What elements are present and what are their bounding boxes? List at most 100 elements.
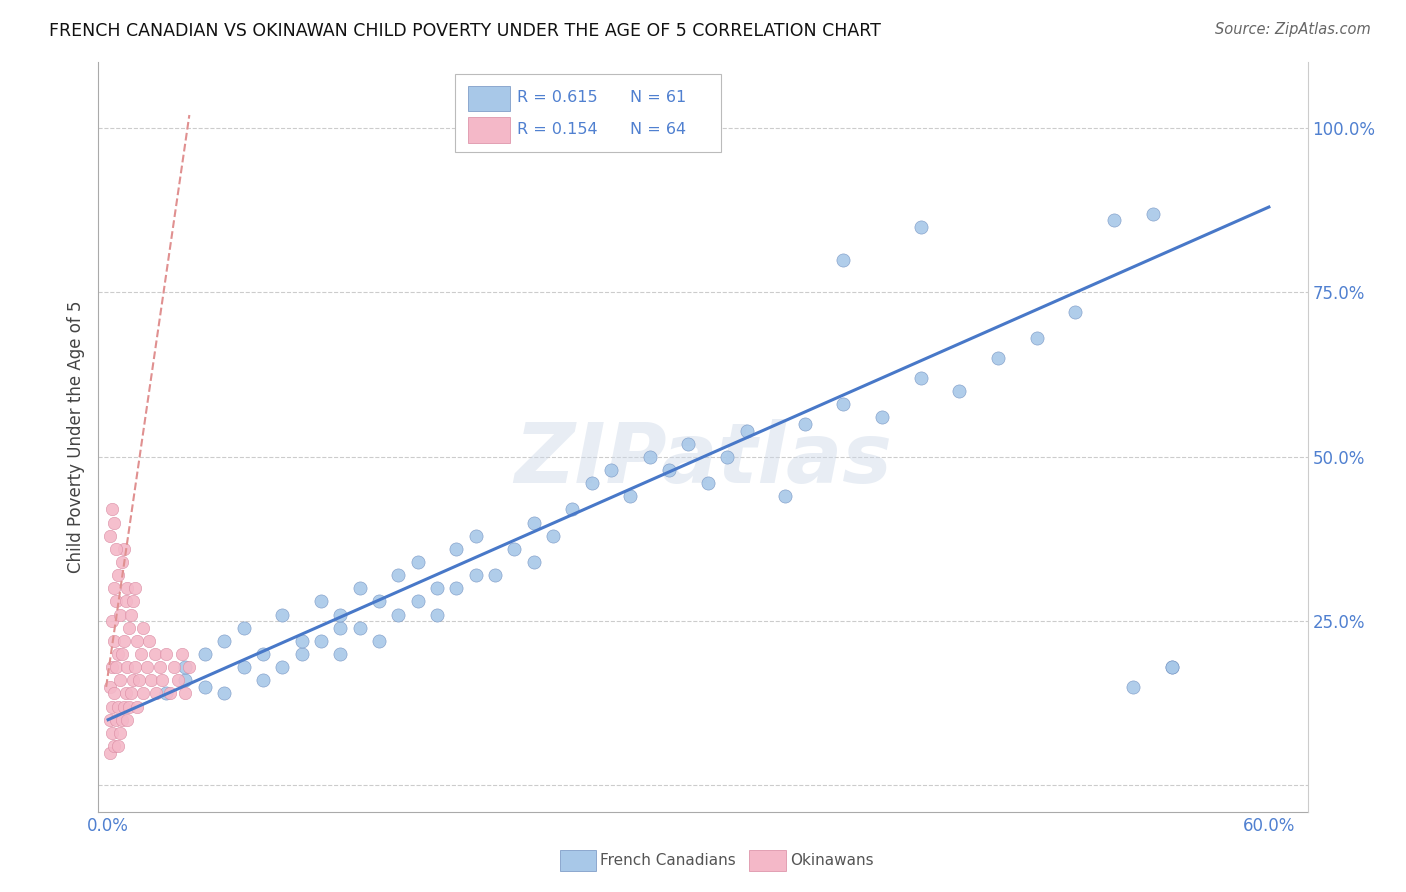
Text: Okinawans: Okinawans [790,854,873,868]
Point [122,673,145,688]
Point [1064,305,1087,319]
Point [910,371,932,385]
Point [252,647,274,661]
Point [561,502,583,516]
FancyBboxPatch shape [468,117,509,143]
Point [159,686,181,700]
Point [619,489,641,503]
FancyBboxPatch shape [456,74,721,153]
Point [150,673,173,688]
Point [101,726,124,740]
Text: Source: ZipAtlas.com: Source: ZipAtlas.com [1215,22,1371,37]
Point [124,660,146,674]
Point [111,713,134,727]
Point [773,489,796,503]
Text: ZIPatlas: ZIPatlas [515,419,891,500]
Point [163,660,186,674]
Point [122,594,145,608]
Point [101,660,124,674]
Point [127,699,149,714]
Point [107,739,129,753]
Point [127,633,149,648]
Point [426,581,449,595]
Point [107,647,129,661]
Point [112,633,135,648]
Point [166,673,188,688]
Text: R = 0.615: R = 0.615 [517,90,598,105]
Point [145,686,167,700]
Point [108,673,131,688]
Point [987,351,1010,366]
Point [349,621,371,635]
Point [446,581,468,595]
Point [541,529,564,543]
Point [114,594,136,608]
Point [194,647,217,661]
Point [174,686,197,700]
Point [114,686,136,700]
Point [132,621,155,635]
Point [406,555,429,569]
Point [107,699,129,714]
Point [112,699,135,714]
Point [581,476,603,491]
Point [143,647,166,661]
Point [658,463,681,477]
Point [108,607,131,622]
Point [638,121,661,136]
Point [132,686,155,700]
Point [194,680,217,694]
Point [503,541,526,556]
Point [103,516,125,530]
Point [155,647,177,661]
Point [523,555,546,569]
Point [103,633,125,648]
FancyBboxPatch shape [468,86,509,112]
Point [135,660,157,674]
Point [735,424,758,438]
Point [155,686,177,700]
Point [118,621,141,635]
Point [179,660,201,674]
Point [1142,206,1164,220]
Point [1122,680,1144,694]
Point [120,686,142,700]
Point [117,660,139,674]
Point [104,660,127,674]
Point [329,607,352,622]
Point [104,541,127,556]
Point [139,673,162,688]
Point [174,660,197,674]
Point [174,673,197,688]
Text: FRENCH CANADIAN VS OKINAWAN CHILD POVERTY UNDER THE AGE OF 5 CORRELATION CHART: FRENCH CANADIAN VS OKINAWAN CHILD POVERT… [49,22,882,40]
Point [271,607,294,622]
Point [368,633,391,648]
Point [793,417,815,431]
Point [406,594,429,608]
Point [349,581,371,595]
Point [232,660,254,674]
Point [98,746,121,760]
Point [98,680,121,694]
Point [98,713,121,727]
Point [600,463,623,477]
Point [290,633,312,648]
Point [103,581,125,595]
Point [832,252,855,267]
Text: N = 61: N = 61 [630,90,686,105]
Point [832,397,855,411]
Point [112,541,135,556]
Point [1161,660,1184,674]
Point [368,594,391,608]
Point [870,410,893,425]
Point [252,673,274,688]
Point [1102,213,1125,227]
Point [523,516,546,530]
Point [212,686,235,700]
Point [309,594,332,608]
Point [117,713,139,727]
Point [1161,660,1184,674]
Point [101,699,124,714]
Point [124,581,146,595]
Point [387,568,409,582]
